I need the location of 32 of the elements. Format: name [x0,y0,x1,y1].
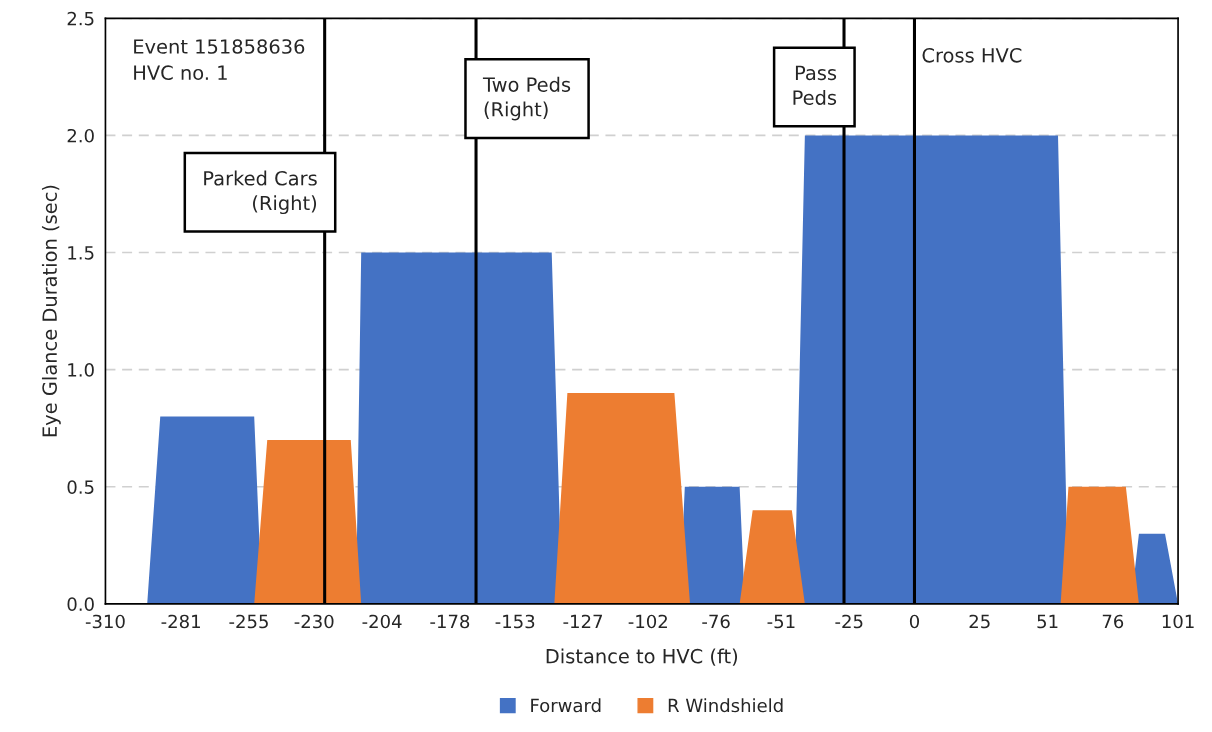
x-tick-label: -127 [563,614,602,629]
y-axis-title: Eye Glance Duration (sec) [41,185,61,437]
legend-label: R Windshield [668,698,783,713]
ref-line-label: Parked Cars (Right) [204,170,317,215]
x-tick-label: -204 [362,614,402,629]
y-tick-label: 2.0 [67,128,94,143]
x-tick-label: 101 [1162,614,1194,629]
x-tick-label: -102 [628,614,667,629]
x-tick-label: 0 [909,614,920,629]
x-tick-label: -281 [161,614,200,629]
ref-line-label: Two Peds (Right) [482,76,571,121]
x-tick-label: -255 [229,614,268,629]
x-tick-label: -51 [767,614,795,629]
x-tick-label: -230 [294,614,334,629]
ref-line-label: Pass Peds [793,65,837,105]
y-tick-label: 0.5 [67,480,94,494]
y-tick-label: 0.0 [67,597,94,612]
x-tick-label: -25 [835,614,863,629]
ref-line-label: Cross HVC [922,47,1022,63]
legend-label: Forward [531,698,601,713]
x-tick-label: -178 [430,614,470,629]
x-tick-label: -153 [495,614,535,629]
x-tick-label: 25 [969,614,990,629]
x-tick-label: -310 [85,614,125,629]
y-tick-label: 2.5 [67,11,94,26]
x-tick-label: 51 [1037,614,1058,629]
annotation: Event 151858636 HVC no. 1 [134,39,305,81]
y-tick-label: 1.5 [68,246,94,260]
x-axis-title: Distance to HVC (ft) [546,648,738,666]
x-tick-label: 76 [1102,614,1124,629]
y-tick-label: 1.0 [68,363,94,377]
x-tick-label: -76 [702,614,730,629]
